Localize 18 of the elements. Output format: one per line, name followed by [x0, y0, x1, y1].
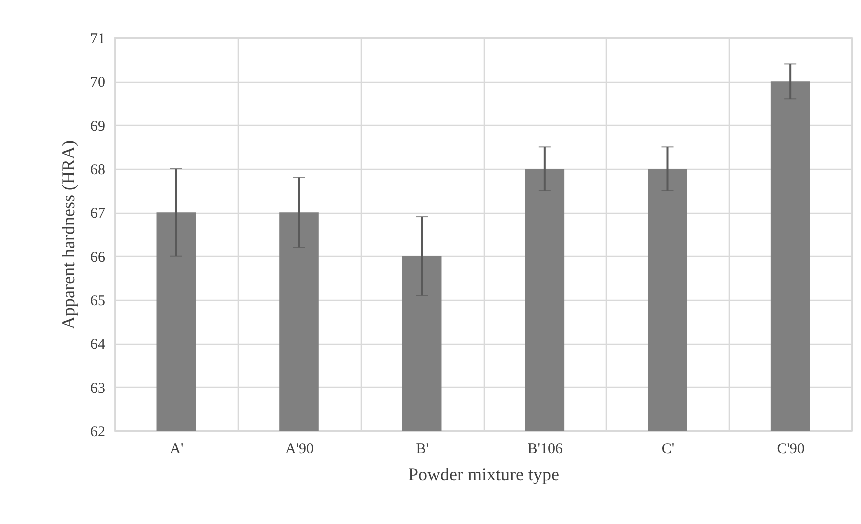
y-tick-label: 63 — [90, 380, 106, 397]
y-tick-label: 66 — [90, 250, 106, 266]
y-tick-label: 68 — [90, 162, 106, 178]
x-tick-label: A'90 — [285, 442, 314, 458]
x-axis-title: Powder mixture type — [408, 464, 560, 484]
y-tick-label: 64 — [90, 337, 106, 354]
x-tick-label: C'90 — [777, 442, 805, 458]
x-tick-label: B'106 — [528, 442, 564, 458]
y-tick-label: 67 — [90, 206, 106, 222]
y-tick-label: 65 — [90, 294, 106, 310]
y-tick-label: 70 — [90, 75, 106, 92]
x-tick-label: B' — [416, 442, 430, 458]
y-tick-label: 69 — [90, 118, 106, 135]
x-tick-label: C' — [662, 442, 675, 458]
x-tick-label: A' — [170, 442, 184, 458]
y-tick-label: 71 — [90, 32, 106, 48]
y-axis-title: Apparent hardness (HRA) — [58, 140, 78, 330]
y-tick-label: 62 — [90, 424, 106, 440]
